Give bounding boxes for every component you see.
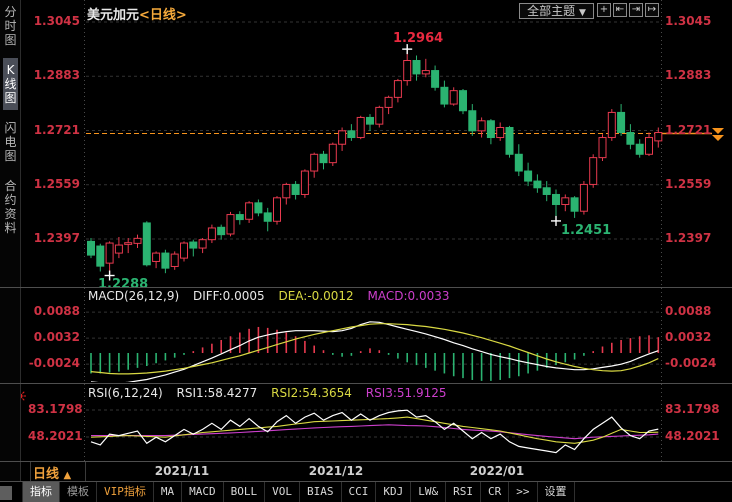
date-axis-label: 2021/11 bbox=[154, 464, 210, 478]
price-axis-label: 0.0032 bbox=[33, 330, 80, 345]
rsi1-value: RSI1:58.4277 bbox=[176, 386, 258, 400]
panel-divider bbox=[0, 287, 732, 288]
sidebar-tab-flash-chart[interactable]: 闪电图 bbox=[4, 121, 17, 163]
toolbar-item-indicator[interactable]: 指标 bbox=[22, 482, 60, 502]
toolbar-item-vol[interactable]: VOL bbox=[265, 482, 300, 502]
toolbar-item-ma[interactable]: MA bbox=[154, 482, 183, 502]
chart-control-buttons: + ⇤ ⇥ ↦ bbox=[597, 3, 659, 17]
period-label: 日线 bbox=[33, 467, 60, 482]
toolbar-item-boll[interactable]: BOLL bbox=[224, 482, 266, 502]
price-axis-label: 1.2397 bbox=[33, 231, 80, 245]
price-axis-label: 1.2559 bbox=[665, 176, 712, 191]
price-axis-label: 1.2559 bbox=[33, 176, 80, 191]
rsi2-value: RSI2:54.3654 bbox=[271, 386, 352, 400]
price-axis-label: 1.2883 bbox=[33, 68, 80, 83]
price-axis-label: -0.0024 bbox=[28, 356, 80, 371]
toolbar-item-cr[interactable]: CR bbox=[481, 482, 510, 502]
toolbar-item-template[interactable]: 模板 bbox=[60, 482, 97, 502]
price-axis-label: 1.2883 bbox=[665, 68, 712, 83]
period-name: <日线> bbox=[139, 8, 187, 23]
price-axis-label: 0.0088 bbox=[665, 304, 712, 319]
date-axis-label: 2021/12 bbox=[308, 464, 364, 478]
shrink-x-icon[interactable]: ⇤ bbox=[613, 3, 627, 17]
price-axis-label: 48.2021 bbox=[28, 429, 83, 443]
price-axis-label: 1.2721 bbox=[33, 122, 80, 137]
axis-cell-divider bbox=[85, 462, 86, 481]
price-axis-label: 48.2021 bbox=[665, 429, 720, 443]
toolbar-item-settings[interactable]: 设置 bbox=[538, 482, 575, 502]
macd-dea-value: DEA:-0.0012 bbox=[278, 289, 354, 303]
pan-right-icon[interactable]: ↦ bbox=[645, 3, 659, 17]
price-axis-label: 0.0032 bbox=[665, 330, 712, 345]
theme-dropdown-button[interactable]: 全部主题 ▼ bbox=[519, 3, 594, 19]
panel-divider bbox=[0, 481, 732, 482]
panel-divider bbox=[0, 383, 732, 384]
toolbar-item-vip-indicator[interactable]: VIP指标 bbox=[97, 482, 154, 502]
period-selector[interactable]: 日线 ▲ bbox=[33, 463, 71, 482]
price-axis-label: 1.3045 bbox=[665, 14, 712, 28]
price-axis-label: 83.1798 bbox=[665, 402, 720, 417]
indicator-toolbar: 指标 模板 VIP指标 MA MACD BOLL VOL BIAS CCI KDJ LW& RSI CR… bbox=[22, 482, 575, 502]
axis-cell-divider bbox=[30, 462, 31, 481]
high-price-annotation: 1.2964 bbox=[393, 31, 444, 46]
toolbar-item-cci[interactable]: CCI bbox=[342, 482, 377, 502]
instrument-name: 美元加元 bbox=[87, 8, 140, 23]
theme-dropdown-label: 全部主题 bbox=[527, 4, 576, 18]
toolbar-item-rsi[interactable]: RSI bbox=[446, 482, 481, 502]
price-axis-label: 1.3045 bbox=[33, 14, 80, 28]
sidebar-tab-kline-chart[interactable]: K线图 bbox=[3, 58, 18, 110]
rsi-title: RSI(6,12,24) bbox=[88, 386, 163, 400]
toolbar-item-lwr[interactable]: LW& bbox=[411, 482, 447, 502]
pullback-low-annotation: 1.2451 bbox=[561, 223, 612, 238]
macd-diff-value: DIFF:0.0005 bbox=[192, 289, 265, 303]
rsi3-value: RSI3:51.9125 bbox=[365, 386, 447, 400]
price-axis-label: 1.2721 bbox=[665, 122, 712, 137]
macd-title: MACD(26,12,9) bbox=[88, 289, 180, 303]
expand-x-icon[interactable]: ⇥ bbox=[629, 3, 643, 17]
toolbar-item-bias[interactable]: BIAS bbox=[300, 482, 342, 502]
sidebar-tab-contract-info[interactable]: 合约资料 bbox=[4, 179, 17, 235]
toolbar-item-macd[interactable]: MACD bbox=[182, 482, 224, 502]
toolbar-item-kdj[interactable]: KDJ bbox=[376, 482, 412, 502]
current-price-tag-marker bbox=[712, 128, 724, 141]
macd-macd-value: MACD:0.0033 bbox=[367, 289, 450, 303]
date-axis-label: 2022/01 bbox=[469, 464, 525, 478]
panel-divider bbox=[0, 461, 732, 462]
price-axis-label: 83.1798 bbox=[28, 402, 83, 417]
triangle-down-icon bbox=[712, 128, 724, 134]
price-axis-label: -0.0024 bbox=[665, 356, 717, 371]
price-axis-label: 0.0088 bbox=[33, 304, 80, 319]
chart-title: 美元加元<日线> bbox=[87, 4, 187, 23]
toolbar-item-more[interactable]: >> bbox=[509, 482, 538, 502]
price-axis-label: 1.2397 bbox=[665, 231, 712, 245]
crosshair-icon[interactable]: + bbox=[597, 3, 611, 17]
chevron-down-icon: ▼ bbox=[578, 8, 586, 18]
macd-panel-header: MACD(26,12,9) DIFF:0.0005 DEA:-0.0012 MA… bbox=[88, 289, 450, 303]
low-price-annotation: 1.2288 bbox=[98, 277, 149, 292]
triangle-down-icon bbox=[712, 135, 724, 141]
triangle-up-icon: ▲ bbox=[63, 470, 72, 481]
sidebar-corner-handle[interactable] bbox=[0, 486, 12, 500]
sidebar: 分时图 K线图闪电图合约资料 bbox=[0, 0, 21, 481]
sidebar-tab-time-chart[interactable]: 分时图 bbox=[4, 5, 17, 47]
rsi-panel-header: RSI(6,12,24) RSI1:58.4277 RSI2:54.3654 R… bbox=[88, 386, 447, 400]
